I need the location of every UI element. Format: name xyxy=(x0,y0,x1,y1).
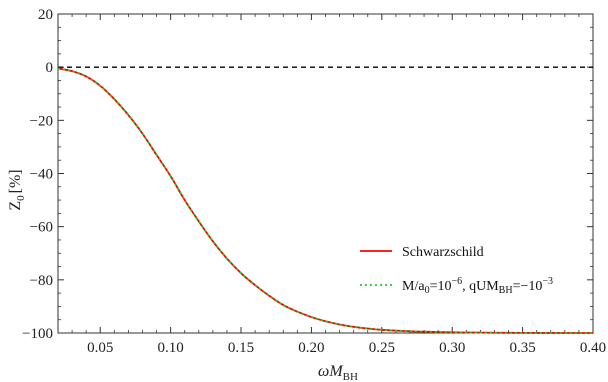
legend: Schwarzschild M/a0=10−6, qUMBH=−10−3 xyxy=(360,245,553,296)
x-tick-label: 0.20 xyxy=(298,340,324,356)
x-tick-label: 0.40 xyxy=(580,340,606,356)
y-tick-label: −60 xyxy=(30,220,53,236)
y-tick-label: 20 xyxy=(38,7,53,23)
legend-label-schwarzschild: Schwarzschild xyxy=(402,245,484,260)
x-tick-label: 0.30 xyxy=(439,340,465,356)
y-axis-label-subscript: 0 xyxy=(15,195,27,201)
y-axis-label: Z0[%] xyxy=(7,169,27,210)
series-lines xyxy=(57,67,594,334)
x-tick-label: 0.10 xyxy=(158,340,184,356)
y-tick-label: −80 xyxy=(30,273,53,289)
x-tick-label: 0.25 xyxy=(369,340,395,356)
legend-label-perturbed: M/a0=10−6, qUMBH=−10−3 xyxy=(402,276,553,296)
x-tick-label: 0.05 xyxy=(87,340,113,356)
x-axis-label-subscript: BH xyxy=(343,371,358,382)
y-tick-label: −20 xyxy=(30,113,53,129)
x-tick-label: 0.35 xyxy=(509,340,535,356)
y-tick-label: −40 xyxy=(30,167,53,183)
series-line-schwarzschild xyxy=(57,67,594,334)
axis-ticks: 0.05 0.10 0.15 0.20 0.25 0.30 0.35 0.40 20 0 −20 −4… xyxy=(22,7,606,356)
y-tick-label: 0 xyxy=(46,60,54,76)
x-tick-label: 0.15 xyxy=(228,340,254,356)
x-axis-label: ωMBH xyxy=(318,363,358,382)
y-tick-label: −100 xyxy=(22,326,53,342)
